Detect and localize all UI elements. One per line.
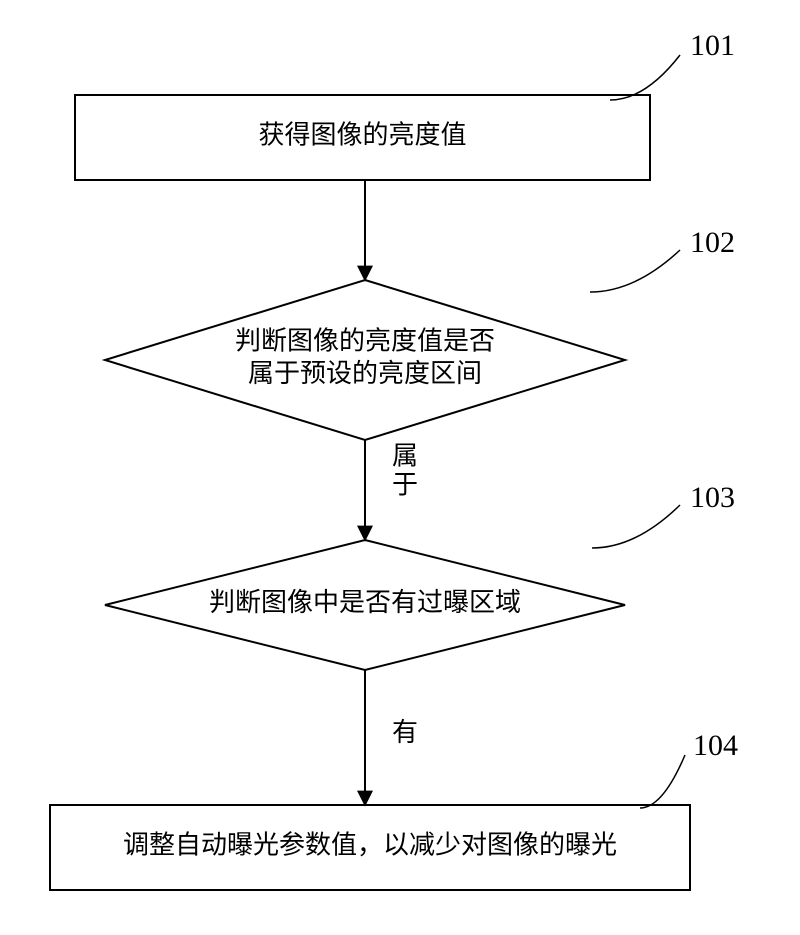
edge-label: 有 [392, 718, 418, 747]
step-number: 102 [690, 226, 735, 259]
edge-label: 于 [392, 470, 418, 499]
node-text: 获得图像的亮度值 [258, 120, 466, 149]
step-number: 104 [693, 729, 738, 762]
step-number: 103 [690, 481, 735, 514]
step-number: 101 [690, 29, 735, 62]
edge-label: 属 [392, 442, 418, 471]
node-text: 属于预设的亮度区间 [248, 359, 482, 388]
node-text: 判断图像的亮度值是否 [235, 327, 495, 356]
node-text: 调整自动曝光参数值，以减少对图像的曝光 [123, 830, 617, 859]
node-text: 判断图像中是否有过曝区域 [209, 588, 521, 617]
